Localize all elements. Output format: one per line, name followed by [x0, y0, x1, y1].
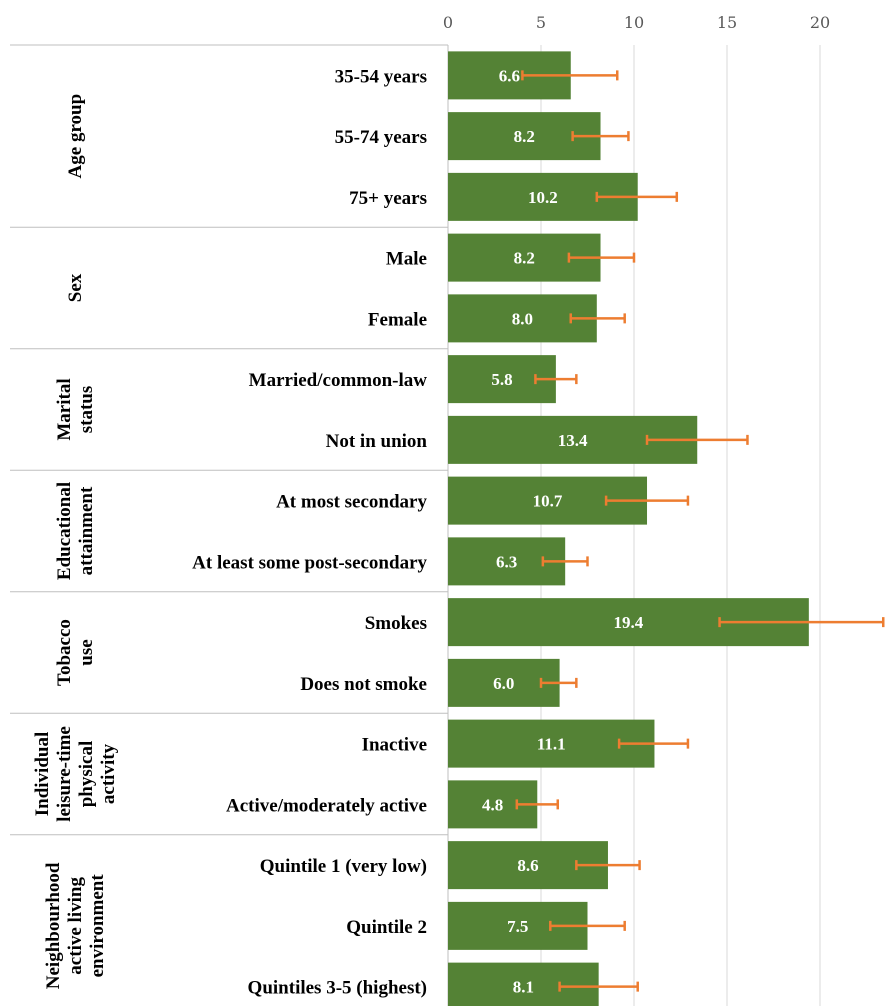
value-label: 8.2	[514, 127, 535, 146]
x-tick-label: 0	[443, 13, 453, 32]
value-label: 8.1	[513, 978, 534, 997]
group-label: Sex	[65, 273, 86, 302]
value-label: 11.1	[537, 735, 566, 754]
category-label: Married/common-law	[249, 370, 428, 391]
value-label: 8.6	[517, 856, 538, 875]
category-labels: 35-54 years 55-74 years 75+ years Male Femal…	[192, 66, 427, 998]
category-label: Smokes	[365, 613, 427, 634]
category-label: Quintile 2	[346, 917, 427, 938]
x-tick-label: 20	[810, 13, 830, 32]
category-label: Female	[368, 309, 427, 330]
bar	[448, 962, 599, 1006]
group-label: Maritalstatus	[54, 378, 97, 440]
value-label: 7.5	[507, 917, 528, 936]
x-tick-label: 10	[624, 13, 644, 32]
category-label: 75+ years	[349, 188, 427, 209]
x-axis-tick-labels: 0 5 10 15 20	[443, 13, 830, 32]
group-separators	[10, 44, 448, 836]
group-label: Tobaccouse	[54, 619, 97, 686]
value-label: 6.0	[493, 674, 514, 693]
error-bars	[515, 70, 885, 992]
category-label: 55-74 years	[335, 127, 427, 148]
group-label: Age group	[65, 94, 86, 179]
category-label: Quintile 1 (very low)	[260, 856, 427, 877]
value-label: 6.6	[499, 66, 520, 85]
x-tick-label: 5	[536, 13, 546, 32]
value-label: 5.8	[491, 370, 512, 389]
value-label: 4.8	[482, 795, 503, 814]
category-label: Quintiles 3-5 (highest)	[248, 978, 427, 999]
bars	[448, 51, 809, 1006]
category-label: Inactive	[362, 735, 427, 756]
category-label: Does not smoke	[300, 674, 427, 695]
value-label: 13.4	[558, 431, 588, 450]
value-label: 6.3	[496, 552, 517, 571]
value-label: 10.2	[528, 188, 558, 207]
value-label: 8.0	[512, 309, 533, 328]
category-label: Not in union	[326, 431, 428, 452]
group-labels: Age group Sex Maritalstatus Educationalatta…	[32, 94, 119, 989]
category-label: At least some post-secondary	[192, 552, 427, 573]
category-label: 35-54 years	[335, 66, 427, 87]
value-labels: 6.6 8.2 10.2 8.2 8.0 5.8 13.4 10.7 6.3 19.4 6.0 11.…	[482, 66, 644, 996]
x-tick-label: 15	[717, 13, 737, 32]
value-label: 8.2	[514, 249, 535, 268]
category-label: Male	[386, 249, 427, 270]
group-label: Neighbourhoodactive livingenvironment	[43, 862, 108, 989]
category-label: Active/moderately active	[226, 795, 427, 816]
group-label: Educationalattainment	[54, 482, 97, 580]
group-label: Individualleisure-timephysicalactivity	[32, 726, 119, 822]
category-label: At most secondary	[276, 492, 427, 513]
value-label: 10.7	[533, 492, 563, 511]
value-label: 19.4	[614, 613, 644, 632]
